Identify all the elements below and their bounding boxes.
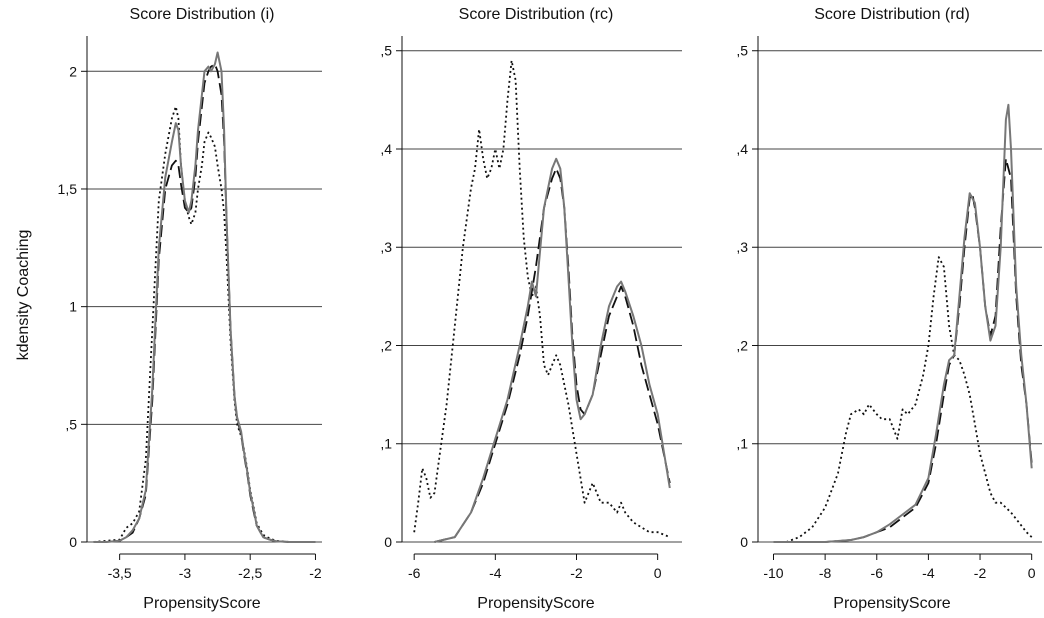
x-tick-label: -4	[489, 565, 502, 581]
y-tick-label: 0	[740, 534, 748, 550]
x-axis-label: PropensityScore	[143, 595, 260, 612]
y-tick-label: ,5	[736, 43, 748, 59]
x-tick-label: -8	[819, 565, 832, 581]
y-tick-label: ,3	[736, 239, 748, 255]
panel-score-distribution-i: Score Distribution (i) PropensityScore 0…	[58, 6, 322, 612]
series-line-dashed	[434, 167, 671, 543]
x-tick-label: -3	[179, 565, 192, 581]
y-tick-label: ,2	[736, 337, 748, 353]
panel-title: Score Distribution (i)	[130, 6, 275, 23]
y-tick-label: 1	[69, 299, 77, 315]
x-tick-label: -2,5	[238, 565, 262, 581]
y-tick-label: 2	[69, 63, 77, 79]
series-line-solid	[434, 157, 671, 543]
x-tick-label: -3,5	[108, 565, 132, 581]
x-tick-label: -4	[922, 565, 935, 581]
y-tick-label: ,4	[736, 141, 748, 157]
panel-title: Score Distribution (rd)	[814, 6, 970, 23]
series-line-dotted	[786, 256, 1033, 543]
series-line-dotted	[93, 105, 316, 543]
series-line-solid	[773, 103, 1033, 543]
x-tick-label: 0	[654, 565, 662, 581]
x-tick-label: -6	[408, 565, 421, 581]
x-tick-label: 0	[1028, 565, 1036, 581]
y-tick-label: ,2	[380, 337, 392, 353]
series-line-dashed	[93, 63, 316, 543]
y-tick-label: ,5	[380, 43, 392, 59]
series-line-dashed	[773, 157, 1033, 543]
panel-score-distribution-rc: Score Distribution (rc) PropensityScore …	[380, 6, 682, 612]
series-line-solid	[93, 51, 316, 543]
x-tick-label: -2	[974, 565, 987, 581]
x-tick-label: -10	[763, 565, 783, 581]
y-tick-label: ,3	[380, 239, 392, 255]
y-tick-label: 1,5	[58, 181, 78, 197]
panel-title: Score Distribution (rc)	[459, 6, 614, 23]
x-axis-label: PropensityScore	[477, 595, 594, 612]
x-axis-label: PropensityScore	[833, 595, 950, 612]
y-tick-label: ,1	[736, 436, 748, 452]
x-tick-label: -2	[570, 565, 583, 581]
panel-score-distribution-rd: Score Distribution (rd) PropensityScore …	[736, 6, 1042, 612]
series-line-dotted	[413, 59, 671, 538]
y-tick-label: 0	[69, 534, 77, 550]
y-tick-label: ,4	[380, 141, 392, 157]
x-tick-label: -6	[871, 565, 884, 581]
y-tick-label: ,1	[380, 436, 392, 452]
y-tick-label: 0	[384, 534, 392, 550]
x-tick-label: -2	[309, 565, 322, 581]
y-axis-label: kdensity Coaching	[15, 230, 32, 361]
y-tick-label: ,5	[65, 416, 77, 432]
